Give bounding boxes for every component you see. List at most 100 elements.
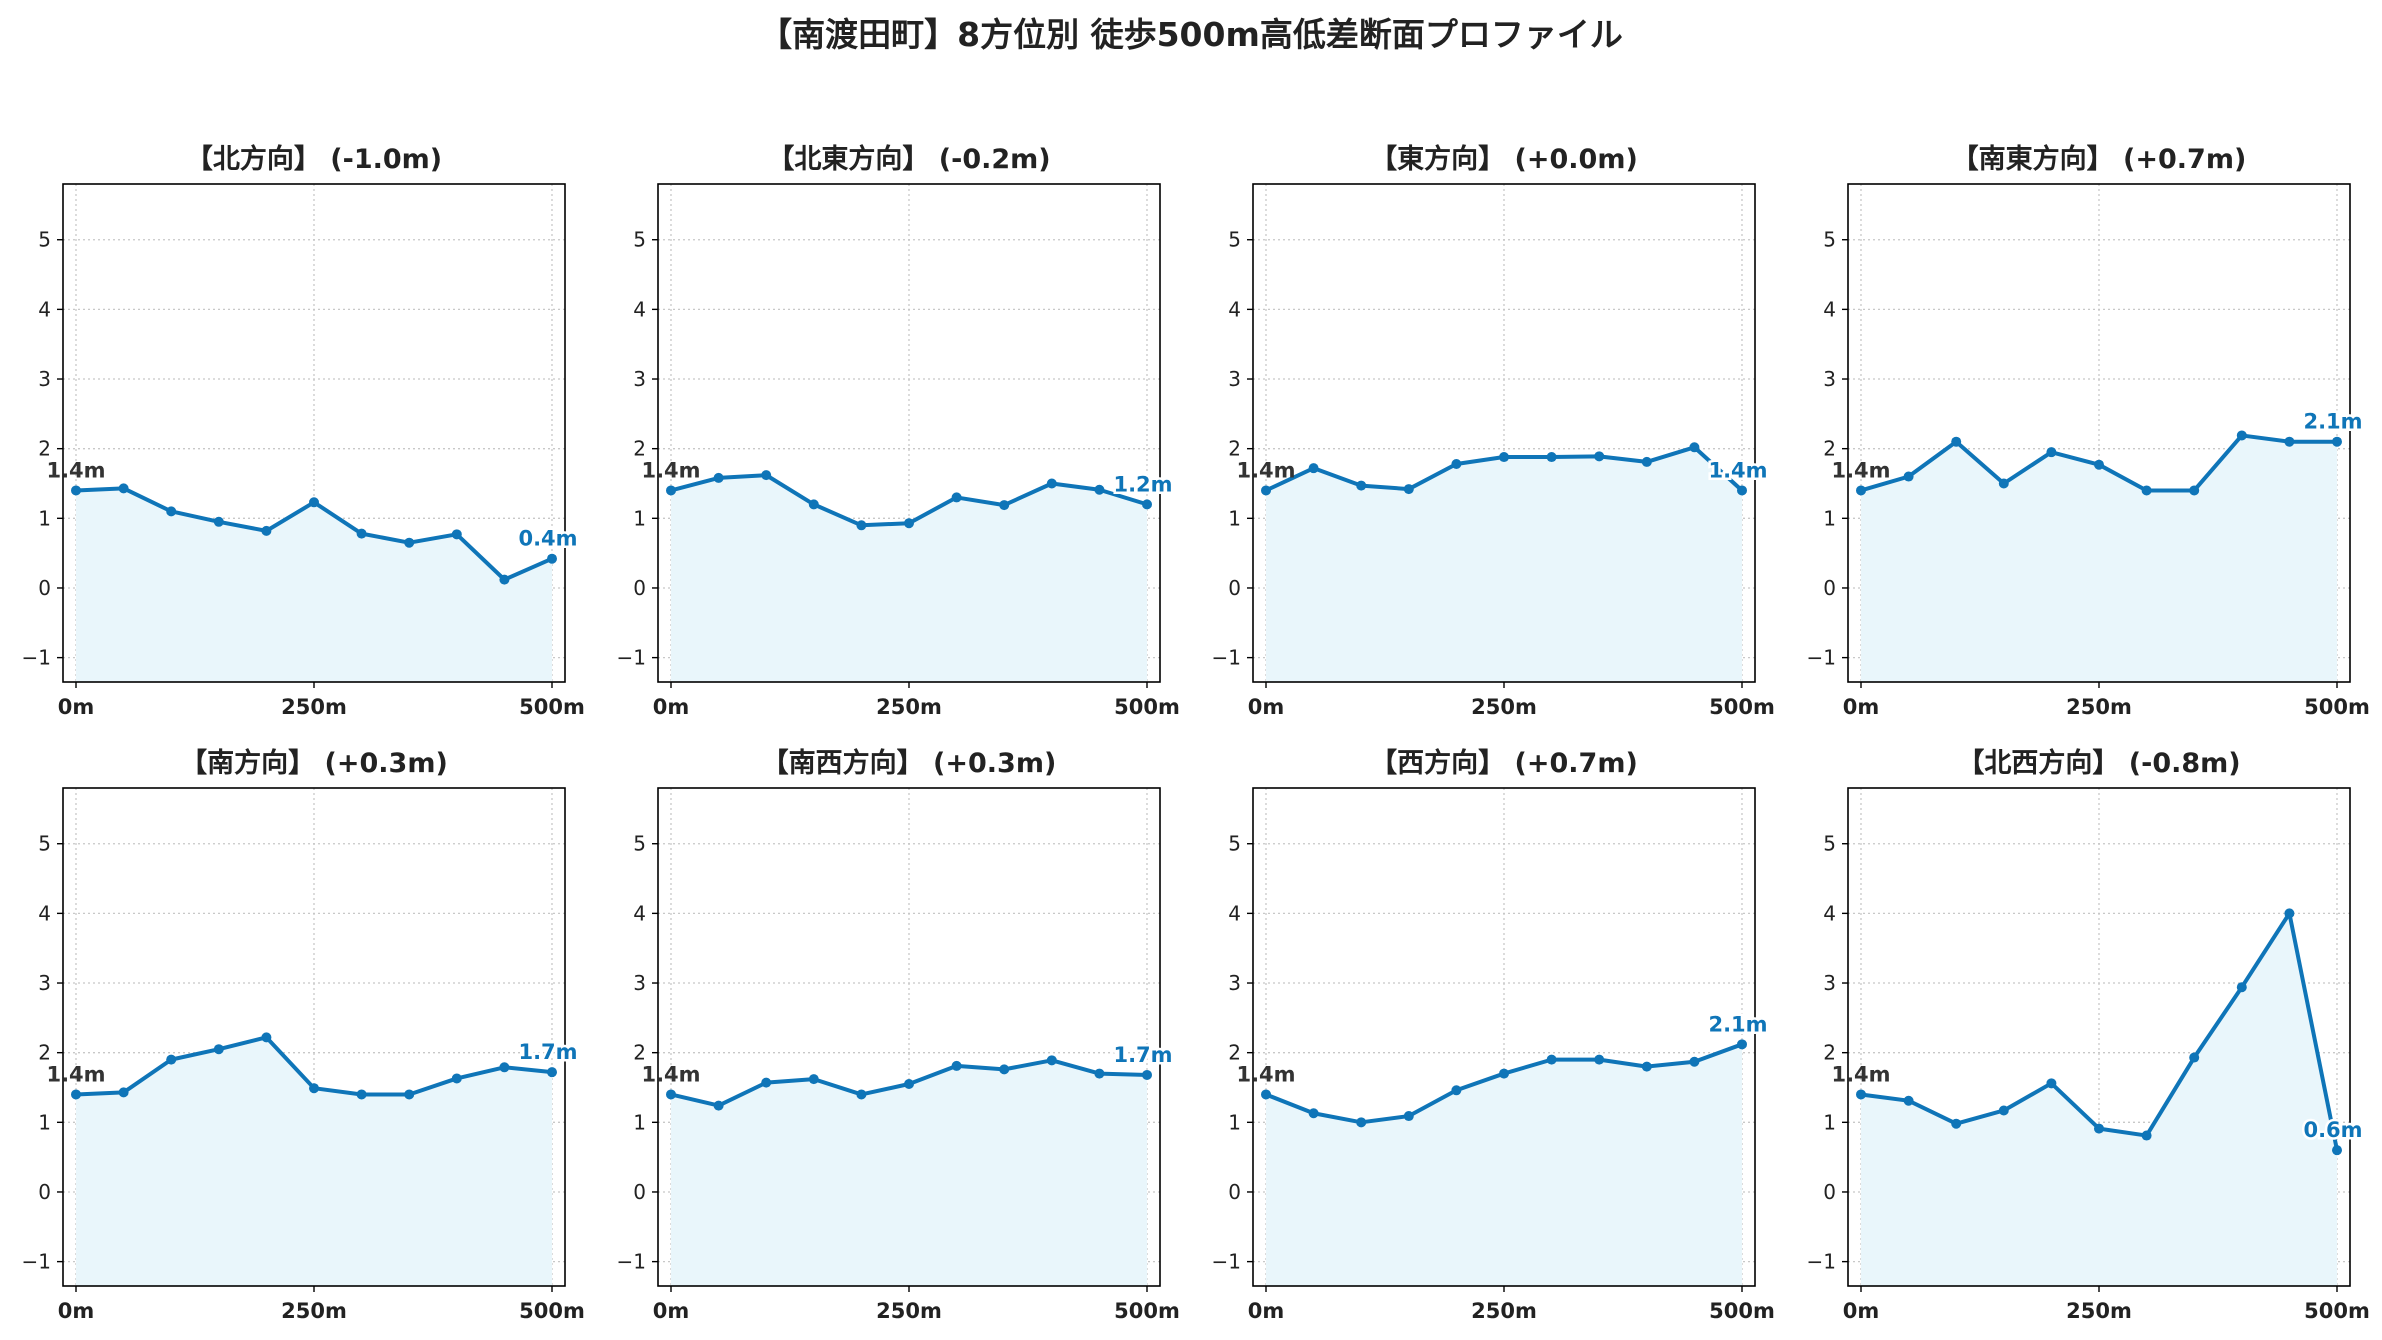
chart-panel-0: −1 0 1 2 3 4 5 0m 250m 500m 【北方向】 (-1.0m) 1.4m 0.4m: [22, 143, 585, 719]
data-point: [1356, 480, 1367, 491]
y-tick-label: 1: [633, 1110, 646, 1134]
panel-title: 【北西方向】 (-0.8m): [1957, 747, 2240, 779]
y-tick-label: 1: [1823, 506, 1836, 530]
start-value-label: 1.4m: [641, 458, 700, 482]
x-tick-label: 250m: [281, 1299, 347, 1323]
panel-title: 【北方向】 (-1.0m): [186, 143, 442, 175]
x-tick-label: 500m: [2304, 1299, 2370, 1323]
data-point: [1142, 1069, 1152, 1080]
y-tick-label: 4: [38, 901, 51, 925]
data-point: [713, 472, 724, 483]
end-value-label: 1.2m: [1113, 472, 1172, 496]
y-tick-label: 0: [38, 1180, 51, 1204]
data-point: [356, 528, 367, 539]
y-tick-label: −1: [1807, 646, 1836, 670]
chart-panel-4: −1 0 1 2 3 4 5 0m 250m 500m 【南方向】 (+0.3m) 1.4m 1.7m: [22, 747, 585, 1323]
x-tick-label: 500m: [519, 695, 585, 719]
chart-panel-1: −1 0 1 2 3 4 5 0m 250m 500m 【北東方向】 (-0.2m) 1.4m 1.2m: [617, 143, 1180, 719]
data-point: [356, 1089, 367, 1100]
panel-title: 【西方向】 (+0.7m): [1370, 747, 1638, 779]
y-tick-label: 2: [38, 437, 51, 461]
y-tick-label: 3: [38, 367, 51, 391]
data-point: [2189, 1052, 2200, 1063]
data-point: [2141, 485, 2152, 496]
data-point: [2236, 982, 2247, 993]
chart-panel-2: −1 0 1 2 3 4 5 0m 250m 500m 【東方向】 (+0.0m) 1.4m 1.4m: [1212, 143, 1775, 719]
x-tick-label: 0m: [58, 695, 95, 719]
data-point: [2189, 485, 2200, 496]
area-fill: [671, 475, 1147, 682]
y-tick-label: 3: [1823, 367, 1836, 391]
y-tick-label: 0: [633, 1180, 646, 1204]
x-tick-label: 250m: [876, 695, 942, 719]
data-point: [1546, 452, 1557, 463]
area-fill: [76, 1037, 552, 1286]
data-point: [71, 1089, 81, 1100]
y-tick-label: 5: [1228, 832, 1241, 856]
data-point: [1903, 471, 1914, 482]
data-point: [856, 1089, 867, 1100]
end-value-label: 0.4m: [518, 527, 577, 551]
y-tick-label: 1: [1228, 1110, 1241, 1134]
data-point: [1499, 1068, 1509, 1079]
x-tick-label: 500m: [1709, 1299, 1775, 1323]
data-point: [118, 1087, 129, 1098]
y-tick-label: 1: [1228, 506, 1241, 530]
y-tick-label: 2: [1823, 1041, 1836, 1065]
y-tick-label: 5: [633, 832, 646, 856]
data-point: [1998, 1105, 2009, 1116]
data-point: [808, 1074, 819, 1085]
data-point: [2332, 1145, 2342, 1156]
start-value-label: 1.4m: [641, 1062, 700, 1086]
x-tick-label: 0m: [58, 1299, 95, 1323]
area-fill: [671, 1060, 1147, 1286]
y-tick-label: 2: [1823, 437, 1836, 461]
data-point: [904, 518, 914, 529]
chart-panel-5: −1 0 1 2 3 4 5 0m 250m 500m 【南西方向】 (+0.3m) 1.4m 1.7m: [617, 747, 1180, 1323]
data-point: [2284, 908, 2295, 919]
data-point: [2236, 430, 2247, 441]
end-value-label: 1.7m: [518, 1040, 577, 1064]
data-point: [213, 1044, 224, 1055]
data-point: [999, 1064, 1010, 1075]
data-point: [261, 525, 272, 536]
data-point: [1403, 1111, 1414, 1122]
data-point: [1094, 1068, 1105, 1079]
area-fill: [1266, 1044, 1742, 1286]
data-point: [1046, 1055, 1057, 1066]
y-tick-label: 4: [633, 901, 646, 925]
y-tick-label: 3: [633, 367, 646, 391]
data-point: [451, 1073, 462, 1084]
data-point: [1689, 442, 1700, 453]
data-point: [1142, 499, 1152, 510]
x-tick-label: 0m: [1248, 1299, 1285, 1323]
end-value-label: 1.4m: [1708, 458, 1767, 482]
y-tick-label: 4: [633, 297, 646, 321]
x-tick-label: 250m: [281, 695, 347, 719]
data-point: [1594, 451, 1605, 462]
start-value-label: 1.4m: [1236, 1062, 1295, 1086]
data-point: [1951, 436, 1962, 447]
data-point: [2284, 436, 2295, 447]
data-point: [166, 1054, 177, 1065]
data-point: [2094, 1123, 2104, 1134]
y-tick-label: −1: [1807, 1250, 1836, 1274]
data-point: [547, 1067, 557, 1078]
panel-title: 【東方向】 (+0.0m): [1370, 143, 1638, 175]
y-tick-label: 0: [1823, 576, 1836, 600]
x-tick-label: 500m: [1114, 1299, 1180, 1323]
x-tick-label: 0m: [653, 1299, 690, 1323]
data-point: [1356, 1117, 1367, 1128]
panel-title: 【北東方向】 (-0.2m): [767, 143, 1050, 175]
data-point: [1641, 456, 1652, 467]
data-point: [1046, 478, 1057, 489]
area-fill: [1266, 447, 1742, 682]
y-tick-label: 5: [1823, 832, 1836, 856]
x-tick-label: 0m: [1843, 1299, 1880, 1323]
start-value-label: 1.4m: [46, 458, 105, 482]
data-point: [404, 1089, 415, 1100]
data-point: [1689, 1056, 1700, 1067]
y-tick-label: 3: [1823, 971, 1836, 995]
data-point: [1499, 452, 1509, 463]
data-point: [2094, 459, 2104, 470]
